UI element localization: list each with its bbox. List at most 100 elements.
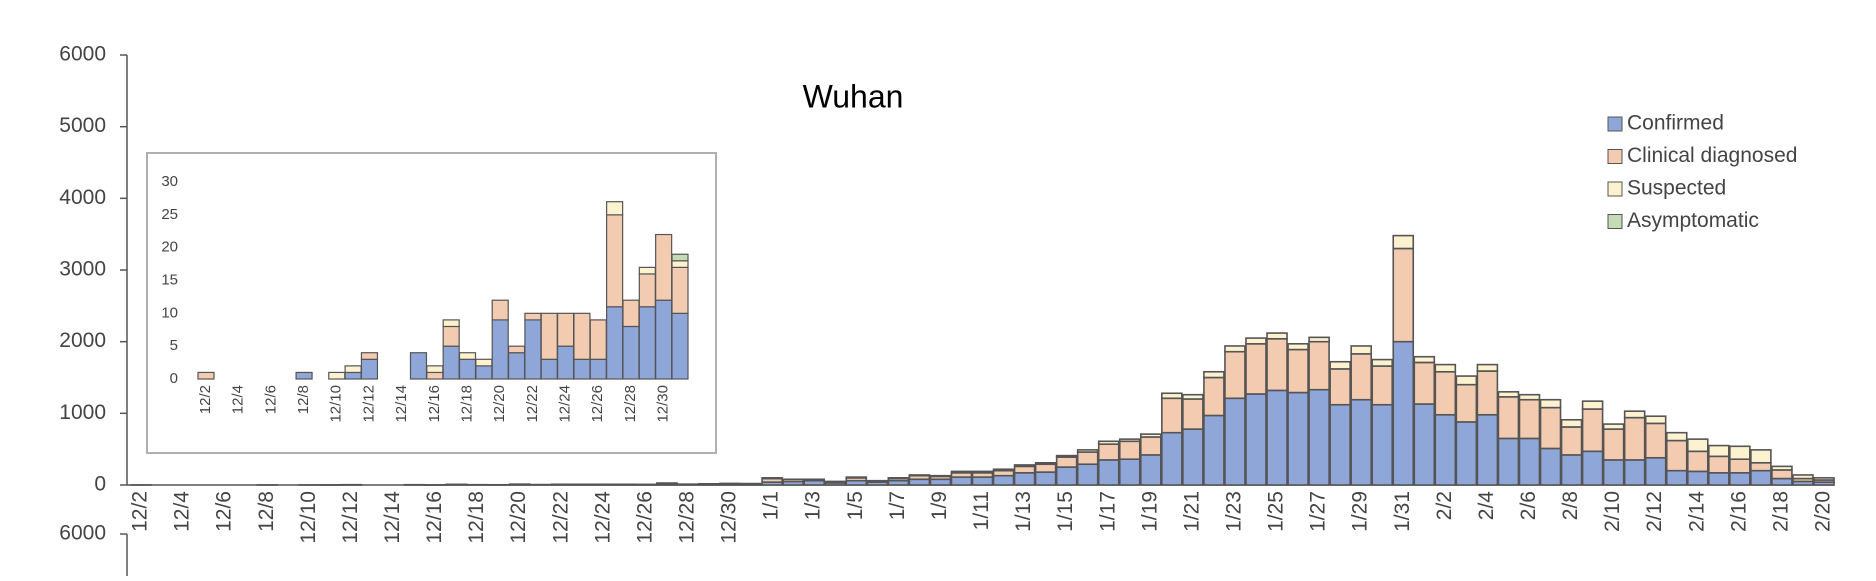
y-tick-label: 30 — [161, 173, 178, 190]
bar-segment — [672, 313, 688, 379]
bar-segment — [1604, 460, 1624, 485]
bar-segment — [1541, 408, 1561, 449]
bar-segment — [1751, 471, 1771, 485]
bar-segment — [1414, 404, 1434, 485]
bar-segment — [345, 366, 361, 373]
x-tick-label: 12/18 — [465, 491, 488, 544]
bar-segment — [1477, 371, 1497, 415]
bar-segment — [973, 471, 993, 472]
bar-segment — [1204, 378, 1224, 416]
bar-segment — [1351, 346, 1371, 354]
y-tick-label: 0 — [94, 473, 106, 496]
bar-segment — [1036, 472, 1056, 485]
bar-segment — [656, 235, 672, 301]
x-tick-label: 12/20 — [507, 491, 530, 544]
x-tick-label: 1/19 — [1138, 491, 1161, 532]
bar-segment — [867, 481, 887, 482]
bar-segment — [573, 484, 593, 485]
bar-segment — [1162, 433, 1182, 485]
bar-segment — [1583, 451, 1603, 485]
bar-segment — [825, 481, 845, 482]
y-tick-label: 4000 — [59, 186, 106, 209]
bar-segment — [615, 484, 635, 485]
bar-segment — [1667, 433, 1687, 441]
bar-segment — [1015, 465, 1035, 466]
bar-segment — [1583, 401, 1603, 409]
legend-swatch — [1608, 182, 1622, 196]
x-tick-label: 12/20 — [491, 385, 508, 423]
x-tick-label: 1/21 — [1180, 491, 1203, 532]
y-tick-label: 10 — [161, 304, 178, 321]
y-tick-label: 5 — [170, 337, 178, 354]
bar-segment — [1057, 467, 1077, 485]
bar-segment — [509, 353, 525, 379]
chart-title: Wuhan — [803, 78, 904, 114]
bar-segment — [558, 346, 574, 379]
y-tick-label: 2000 — [59, 329, 106, 352]
x-tick-label: 12/2 — [197, 385, 214, 414]
y-tick-label: 25 — [161, 206, 178, 223]
x-tick-label: 1/1 — [760, 491, 783, 520]
bar-segment — [1456, 376, 1476, 385]
x-tick-label: 2/12 — [1643, 491, 1666, 532]
bar-segment — [558, 313, 574, 346]
y-tick-label: 6000 — [59, 522, 106, 545]
bar-segment — [574, 359, 590, 379]
bar-segment — [1646, 423, 1666, 457]
x-tick-label: 12/28 — [676, 491, 699, 544]
x-tick-label: 12/16 — [423, 491, 446, 544]
bar-segment — [410, 353, 426, 379]
bar-segment — [1772, 470, 1792, 479]
legend-swatch — [1608, 117, 1622, 131]
bar-segment — [1330, 405, 1350, 485]
bar-segment — [1078, 464, 1098, 485]
bar-segment — [1688, 451, 1708, 471]
bar-segment — [639, 307, 655, 379]
bar-segment — [1246, 344, 1266, 394]
bar-segment — [509, 346, 525, 353]
bar-segment — [1162, 393, 1182, 398]
x-tick-label: 12/22 — [524, 385, 541, 423]
bar-segment — [1372, 405, 1392, 485]
bar-segment — [1099, 444, 1119, 460]
bar-segment — [1120, 439, 1140, 441]
bar-segment — [1267, 339, 1287, 391]
bar-segment — [762, 478, 782, 479]
bar-segment — [1435, 365, 1455, 372]
x-tick-label: 12/24 — [591, 491, 614, 544]
bar-segment — [1225, 398, 1245, 485]
y-tick-label: 3000 — [59, 258, 106, 281]
bar-segment — [525, 313, 541, 320]
bar-segment — [1330, 369, 1350, 405]
bar-segment — [1183, 399, 1203, 429]
bar-segment — [1646, 458, 1666, 485]
bar-segment — [427, 366, 443, 373]
bar-segment — [492, 320, 508, 379]
bar-segment — [1267, 333, 1287, 339]
bar-segment — [1015, 466, 1035, 472]
bar-segment — [1604, 424, 1624, 429]
y-tick-label: 0 — [170, 370, 178, 387]
bar-segment — [1372, 366, 1392, 405]
bar-segment — [1519, 438, 1539, 485]
legend-label: Suspected — [1627, 177, 1726, 200]
bar-segment — [1141, 434, 1161, 437]
bar-segment — [1036, 463, 1056, 464]
legend-swatch — [1608, 215, 1622, 229]
bar-segment — [1772, 479, 1792, 485]
bar-segment — [443, 326, 459, 346]
bar-segment — [1709, 456, 1729, 472]
legend-label: Asymptomatic — [1627, 209, 1759, 232]
y-tick-label: 6000 — [59, 43, 106, 66]
bar-segment — [1625, 411, 1645, 417]
bar-segment — [930, 476, 950, 477]
bar-segment — [1267, 390, 1287, 485]
bar-segment — [329, 372, 345, 379]
x-tick-label: 1/15 — [1054, 491, 1077, 532]
x-tick-label: 12/14 — [393, 385, 410, 423]
y-tick-label: 20 — [161, 239, 178, 256]
x-tick-label: 1/11 — [970, 491, 993, 530]
x-tick-label: 12/24 — [557, 385, 574, 423]
bar-segment — [427, 372, 443, 379]
